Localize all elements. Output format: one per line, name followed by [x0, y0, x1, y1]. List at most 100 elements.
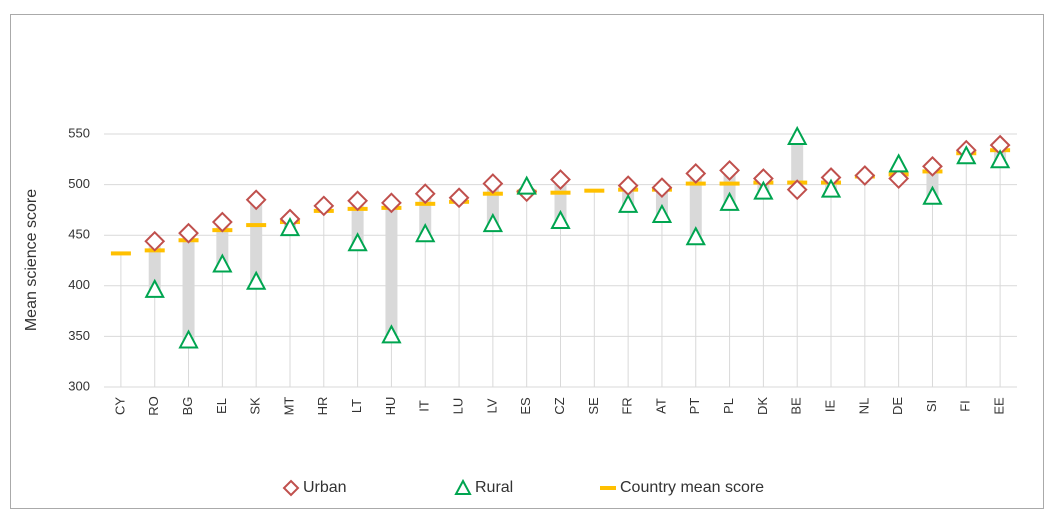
urban-rural-gap [385, 202, 398, 336]
y-tick-label: 350 [68, 328, 90, 343]
rural-marker [482, 212, 504, 233]
urban-marker [414, 183, 436, 205]
x-tick-label: FR [620, 397, 635, 414]
urban-rural-gap [926, 166, 939, 197]
rural-marker [246, 270, 267, 290]
urban-rural-gap [351, 200, 364, 244]
urban-marker [448, 187, 470, 209]
legend-label: Rural [475, 479, 513, 496]
urban-marker [482, 173, 504, 195]
mean-marker [550, 190, 571, 195]
x-tick-label: PL [721, 398, 736, 414]
urban-rural-gap [554, 179, 567, 222]
rural-marker [279, 216, 301, 237]
rural-marker [212, 253, 233, 273]
x-tick-label: IE [822, 400, 837, 413]
urban-marker [347, 190, 369, 212]
rural-marker [956, 145, 977, 165]
x-tick-label: HR [315, 397, 330, 416]
mean-marker [110, 251, 131, 256]
rural-marker [922, 185, 943, 205]
rural-marker [516, 175, 537, 195]
urban-rural-gap [791, 137, 804, 190]
urban-marker [786, 179, 808, 201]
urban-marker [922, 155, 943, 177]
legend: Urban Rural Country mean score [282, 478, 764, 497]
rural-marker [685, 226, 706, 246]
x-tick-label: BG [180, 397, 195, 416]
x-tick-label: LU [450, 398, 465, 415]
legend-swatch [600, 486, 616, 490]
mean-marker [719, 181, 740, 186]
x-tick-label: MT [281, 397, 296, 416]
y-tick-label: 300 [68, 378, 90, 393]
x-tick-label: IT [417, 400, 432, 412]
rural-marker [550, 209, 571, 230]
y-tick-label: 550 [68, 125, 90, 140]
rural-marker [144, 278, 165, 298]
x-tick-label: FI [958, 400, 973, 412]
urban-rural-gap [250, 199, 263, 282]
x-tick-label: SE [586, 397, 601, 415]
x-tick-label: EE [992, 397, 1007, 415]
rural-marker [178, 329, 199, 349]
x-tick-label: CY [112, 397, 127, 415]
rural-marker [753, 180, 774, 200]
x-tick-label: HU [383, 397, 398, 416]
urban-marker [313, 195, 335, 217]
urban-marker [381, 192, 402, 214]
urban-rural-gap [723, 170, 736, 203]
urban-marker [888, 168, 910, 189]
y-tick-label: 450 [68, 227, 90, 242]
urban-rural-gap [182, 233, 195, 341]
rural-marker [415, 223, 436, 243]
y-tick-label: 400 [68, 277, 90, 292]
rural-marker [989, 149, 1011, 169]
x-tick-label: AT [653, 398, 668, 414]
rural-marker [820, 178, 842, 198]
x-tick-label: NL [856, 398, 871, 415]
rural-marker [651, 203, 673, 223]
y-tick-label: 500 [68, 176, 90, 191]
legend-swatch [454, 478, 472, 495]
rural-marker [787, 125, 808, 146]
rural-marker [719, 191, 740, 211]
x-tick-label: SI [924, 400, 939, 412]
rural-marker [888, 153, 909, 173]
x-tick-label: LV [484, 398, 499, 413]
x-tick-label: CZ [552, 397, 567, 414]
x-tick-label: DE [890, 397, 905, 415]
x-tick-label: PT [687, 398, 702, 415]
x-tick-label: RO [146, 396, 161, 416]
x-tick-label: LT [349, 399, 364, 413]
y-axis-label: Mean science score [23, 189, 40, 331]
mean-marker [246, 223, 267, 228]
urban-rural-gap [216, 222, 229, 265]
rural-marker [381, 324, 402, 344]
rural-marker [617, 193, 639, 213]
legend-label: Country mean score [620, 479, 764, 496]
x-tick-label: EL [214, 398, 229, 414]
x-tick-label: ES [518, 397, 533, 415]
legend-swatch [282, 479, 300, 497]
urban-marker [245, 189, 267, 211]
mean-marker [584, 188, 605, 193]
urban-marker [651, 177, 673, 199]
urban-marker [178, 222, 199, 244]
x-tick-label: SK [248, 397, 263, 415]
urban-marker [719, 160, 740, 181]
urban-marker [144, 230, 166, 252]
urban-marker [211, 211, 233, 233]
legend-label: Urban [303, 479, 347, 496]
x-tick-label: BE [789, 397, 804, 415]
rural-marker [347, 232, 368, 252]
urban-marker [617, 175, 639, 197]
urban-marker [685, 163, 707, 184]
x-tick-label: DK [755, 397, 770, 415]
urban-rural-gap [689, 173, 702, 238]
urban-marker [550, 169, 571, 190]
urban-rural-gap [148, 241, 161, 290]
urban-marker [854, 165, 876, 186]
plot: 300 350 400 450 500 550 CY RO BG EL SK MT HR LT HU IT LU… [68, 125, 1017, 416]
